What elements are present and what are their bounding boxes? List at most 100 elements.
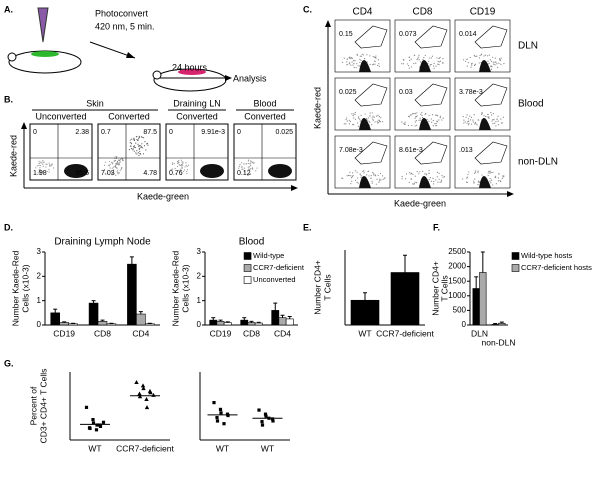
event-dot: [371, 112, 373, 114]
event-dot: [463, 119, 465, 121]
x-tick-label: CCR7-deficient: [376, 328, 434, 338]
event-dot: [429, 65, 431, 67]
event-dot: [432, 65, 435, 67]
event-dot: [422, 59, 424, 61]
quadrant-value: 4.78: [143, 170, 157, 177]
legend-label: Unconverted: [253, 275, 296, 284]
event-dot: [354, 112, 356, 114]
bar: [127, 263, 137, 326]
event-dot: [356, 53, 358, 55]
legend-swatch: [511, 264, 520, 272]
event-dot: [238, 165, 241, 167]
event-dot: [112, 169, 115, 171]
event-dot: [118, 172, 120, 174]
event-dot: [498, 173, 500, 175]
event-dot: [501, 122, 503, 124]
x-tick-label: CCR7-deficient: [116, 443, 174, 453]
event-dot: [442, 58, 444, 60]
event-dot: [42, 163, 44, 165]
event-dot: [119, 159, 121, 161]
event-dot: [441, 174, 443, 177]
event-dot: [374, 63, 376, 65]
event-dot: [376, 120, 378, 122]
event-dot: [45, 166, 47, 168]
event-dot: [372, 115, 374, 117]
event-dot: [429, 57, 431, 59]
panel-label: F.: [433, 222, 440, 232]
y-tick-label: 1000: [448, 291, 466, 300]
event-dot: [351, 57, 353, 59]
y-tick-label: 0: [37, 320, 42, 329]
event-dot: [360, 175, 362, 177]
flow-density: [419, 60, 431, 72]
event-dot: [180, 173, 182, 175]
event-dot: [469, 115, 471, 117]
event-dot: [136, 150, 138, 152]
event-dot: [353, 59, 355, 62]
event-dot: [439, 117, 441, 119]
event-dot: [375, 55, 377, 57]
event-dot: [401, 178, 403, 180]
event-dot: [502, 176, 504, 178]
event-dot: [42, 161, 44, 163]
event-dot: [365, 118, 368, 120]
event-dot: [179, 171, 181, 173]
event-dot: [371, 182, 373, 184]
event-dot: [348, 119, 350, 121]
event-dot: [42, 159, 44, 162]
event-dot: [39, 173, 41, 175]
event-dot: [122, 159, 124, 161]
event-dot: [351, 61, 353, 63]
event-dot: [490, 68, 493, 70]
event-dot: [140, 146, 142, 149]
event-dot: [436, 57, 438, 59]
event-dot: [348, 63, 350, 65]
bar: [240, 319, 249, 326]
event-dot: [35, 167, 37, 169]
event-dot: [174, 167, 176, 170]
event-dot: [408, 181, 410, 183]
event-dot: [377, 122, 380, 124]
bar: [88, 302, 99, 326]
event-dot: [375, 57, 377, 59]
event-dot: [378, 119, 380, 121]
event-dot: [473, 54, 475, 57]
event-dot: [147, 144, 149, 146]
event-dot: [490, 171, 492, 174]
event-dot: [496, 63, 498, 65]
event-dot: [468, 122, 470, 125]
event-dot: [435, 114, 437, 116]
y-axis-label: CD3+ CD4+ T Cells: [38, 369, 48, 444]
gate: [354, 141, 388, 165]
event-dot: [433, 62, 435, 64]
event-dot: [473, 182, 475, 184]
event-dot: [435, 122, 437, 124]
event-dot: [410, 172, 413, 174]
event-dot: [417, 56, 419, 58]
event-dot: [133, 139, 136, 142]
event-dot: [443, 176, 446, 178]
event-dot: [436, 171, 439, 173]
event-dot: [431, 121, 433, 123]
bar: [136, 313, 146, 326]
event-dot: [119, 161, 121, 163]
ear-patch: [31, 51, 59, 57]
event-dot: [359, 61, 361, 64]
event-dot: [421, 112, 423, 114]
bar: [97, 321, 108, 326]
event-dot: [347, 174, 350, 177]
event-dot: [359, 120, 361, 122]
x-tick-label: WT: [358, 328, 371, 338]
event-dot: [428, 60, 430, 62]
y-tick-label: 3: [37, 247, 42, 256]
event-dot: [141, 143, 143, 145]
axis-label: Kaede-green: [137, 191, 189, 201]
event-dot: [376, 122, 379, 124]
event-dot: [363, 170, 365, 172]
event-dot: [466, 177, 468, 179]
event-dot: [357, 116, 360, 118]
row-header: non-DLN: [518, 157, 558, 168]
event-dot: [369, 112, 371, 114]
event-dot: [177, 162, 179, 164]
event-dot: [416, 112, 418, 114]
